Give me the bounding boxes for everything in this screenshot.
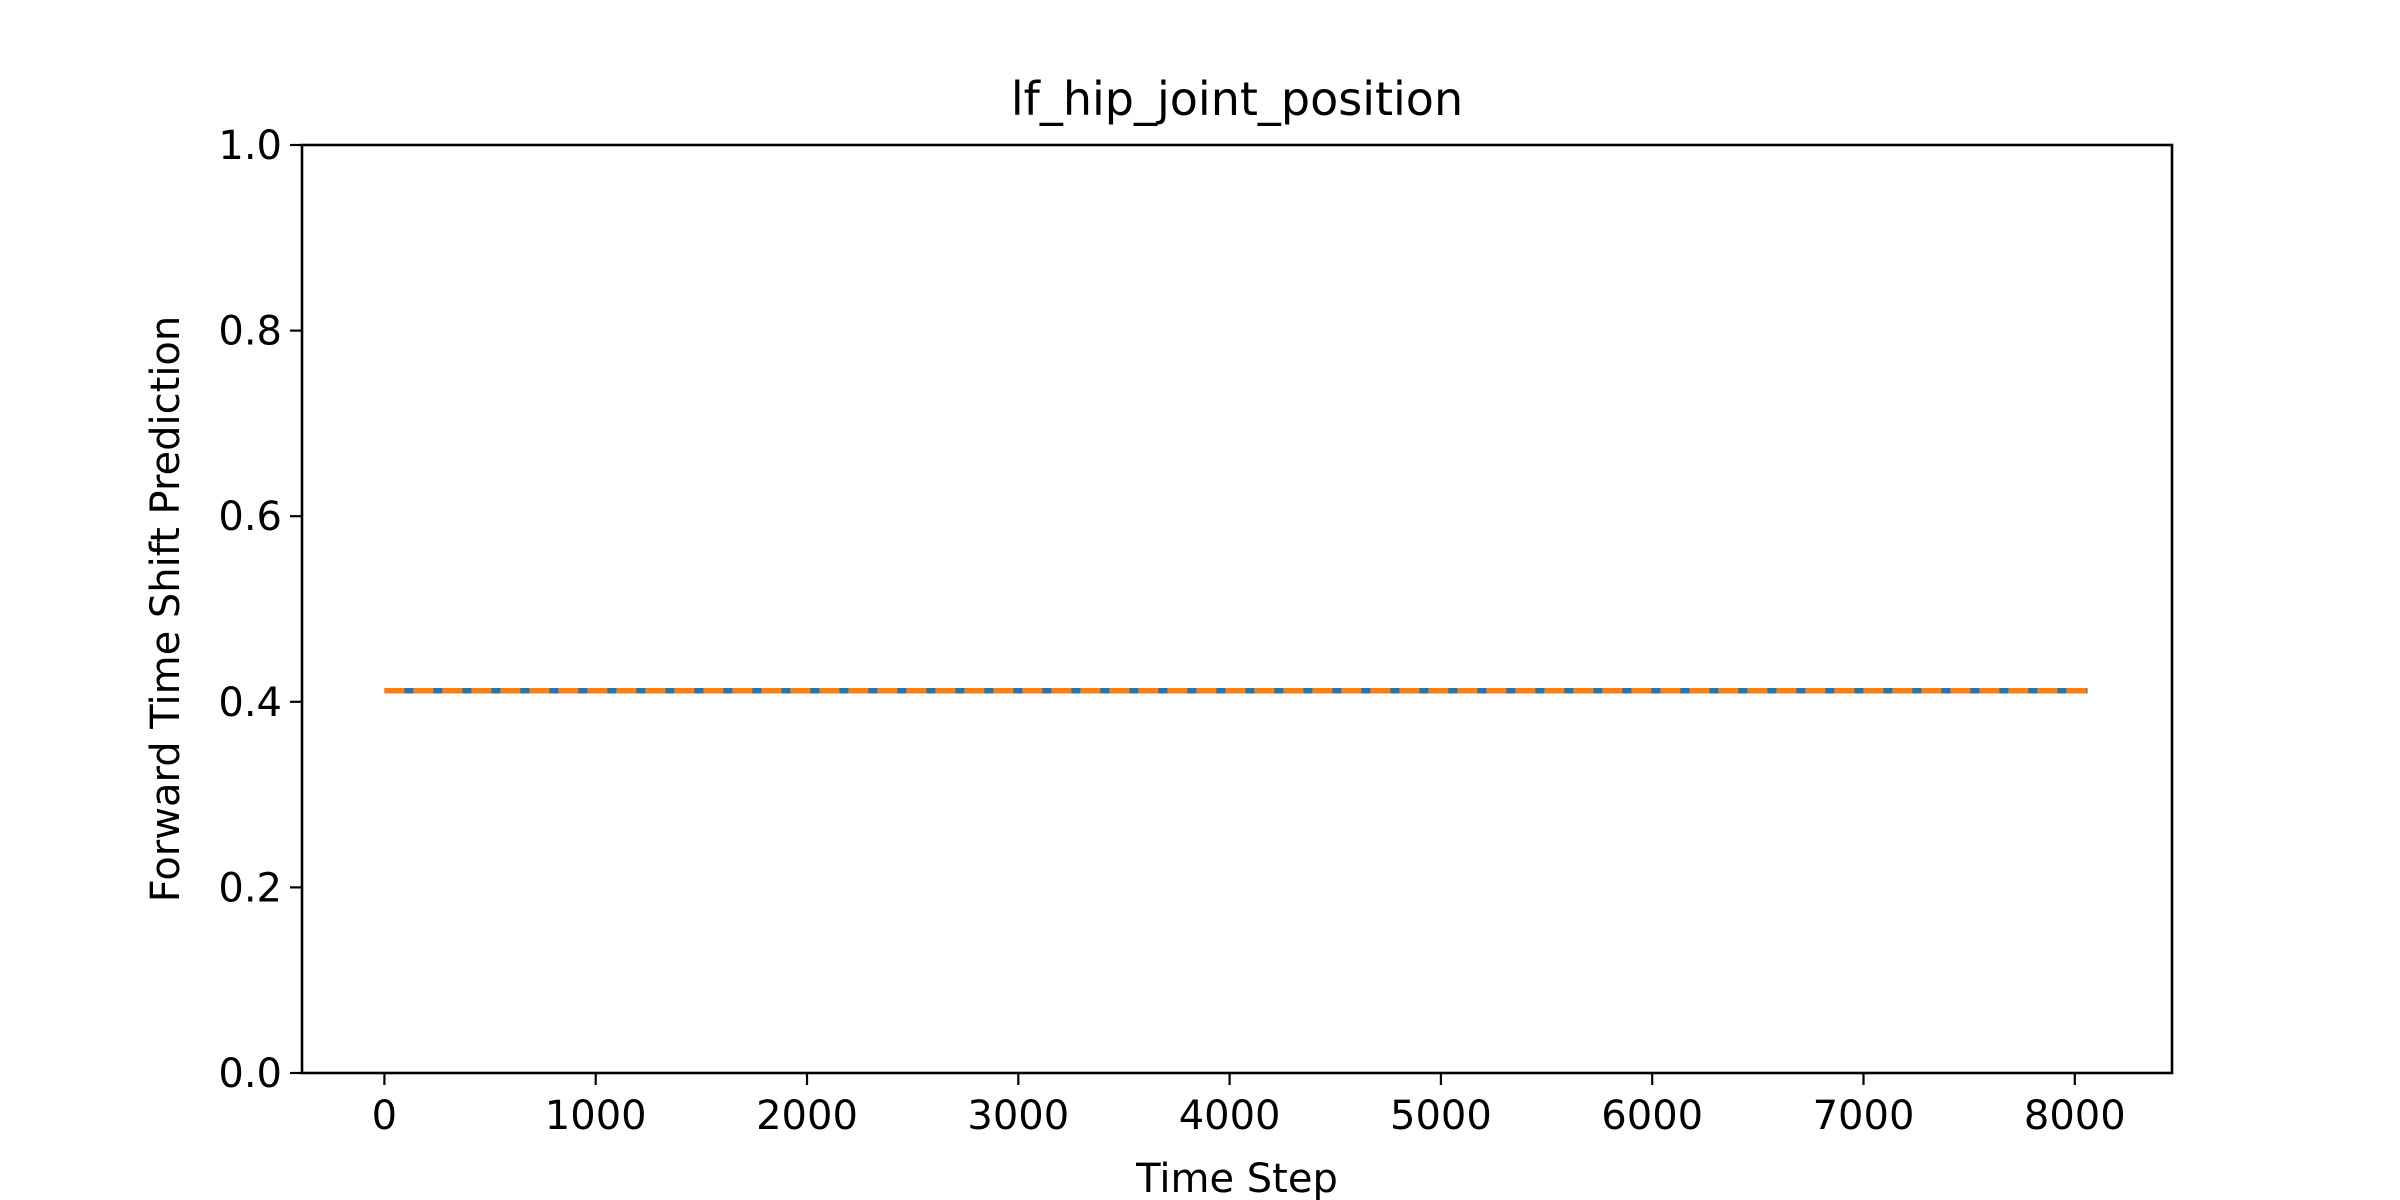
x-axis-ticks: 0 1000 2000 3000 4000 5000 6000 7000 8000	[372, 1073, 2126, 1139]
x-tick-label: 3000	[967, 1093, 1069, 1139]
x-tick-label: 8000	[2024, 1093, 2126, 1139]
y-tick-label: 1.0	[218, 123, 282, 169]
x-tick-label: 2000	[756, 1093, 858, 1139]
chart-title: lf_hip_joint_position	[1011, 72, 1463, 126]
y-tick-label: 0.2	[218, 865, 282, 911]
x-tick-label: 1000	[545, 1093, 647, 1139]
y-axis-label: Forward Time Shift Prediction	[143, 316, 189, 903]
axes-frame	[300, 143, 2174, 1075]
y-tick-label: 0.4	[218, 680, 282, 726]
x-tick-label: 7000	[1813, 1093, 1915, 1139]
y-tick-label: 0.0	[218, 1051, 282, 1097]
x-tick-label: 6000	[1601, 1093, 1703, 1139]
x-axis-label: Time Step	[1135, 1156, 1338, 1200]
y-axis-ticks: 0.0 0.2 0.4 0.6 0.8 1.0	[218, 123, 302, 1097]
x-tick-label: 5000	[1390, 1093, 1492, 1139]
y-tick-label: 0.8	[218, 309, 282, 355]
x-tick-label: 4000	[1179, 1093, 1281, 1139]
x-tick-label: 0	[372, 1093, 397, 1139]
y-tick-label: 0.6	[218, 494, 282, 540]
